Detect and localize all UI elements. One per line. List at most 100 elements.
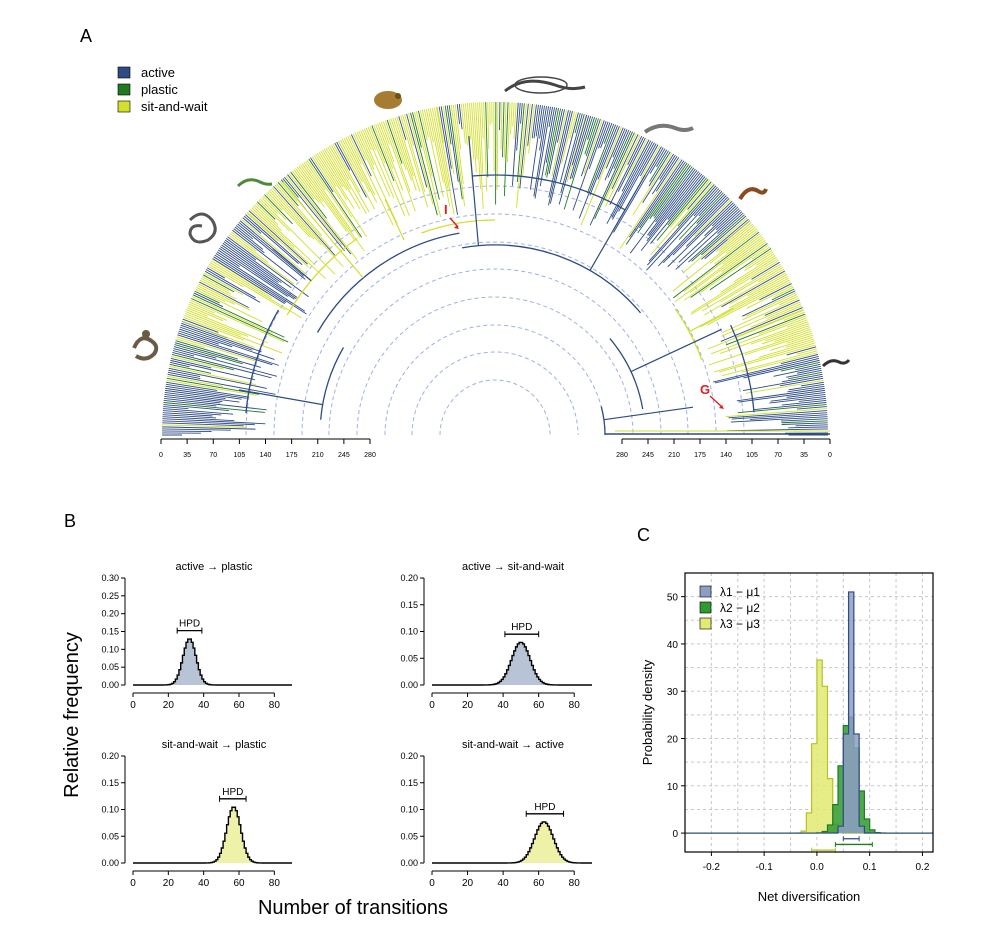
tree-tip-branch	[653, 165, 691, 217]
tree-tip-branch	[603, 123, 613, 144]
tree-tip-branch	[172, 352, 272, 379]
tree-tip-branch	[744, 251, 774, 272]
tree-tip-branch	[360, 130, 391, 197]
tree-tip-branch	[216, 251, 240, 267]
tree-tip-branch	[412, 112, 422, 148]
tree-tip-branch	[609, 136, 644, 205]
tree-tip-branch	[162, 422, 244, 427]
tree-tip-branch	[745, 292, 797, 317]
tree-tip-branch	[400, 115, 429, 208]
tree-tip-branch	[678, 192, 724, 240]
tree-tip-branch	[648, 151, 671, 187]
tree-tip-branch	[655, 157, 680, 192]
tree-tip-branch	[625, 160, 685, 245]
tree-tip-branch	[180, 324, 253, 351]
tree-tip-branch	[375, 123, 394, 169]
tree-tip-branch	[781, 420, 828, 424]
tree-tip-branch	[206, 267, 226, 279]
tree-tip-branch	[303, 162, 353, 232]
tree-tip-branch	[788, 383, 825, 391]
tree-connector	[238, 389, 323, 406]
y-axis-tick-label: 40	[667, 640, 679, 651]
tree-tip-branch	[707, 309, 804, 350]
tree-tip-branch	[527, 104, 533, 146]
tree-tip-branch	[295, 168, 326, 208]
tree-connector	[468, 136, 480, 246]
tree-tip-branch	[386, 119, 403, 164]
tree-tip-branch	[228, 234, 295, 285]
tree-tip-branch	[747, 274, 788, 297]
tree-tip-branch	[271, 187, 344, 268]
iguana-icon	[504, 76, 586, 94]
tree-tip-branch	[773, 286, 794, 298]
tree-tip-branch	[173, 346, 217, 359]
tree-internal-arc	[472, 174, 626, 211]
legend-label-plastic: plastic	[141, 82, 178, 97]
tree-tip-branch	[510, 102, 513, 135]
y-axis-tick-label: 0.20	[101, 751, 119, 761]
tree-tip-branch	[195, 288, 263, 323]
tree-tip-branch	[761, 326, 811, 345]
tree-tip-branch	[336, 141, 367, 198]
tree-tip-branch	[320, 150, 344, 188]
tree-tip-branch	[672, 231, 760, 299]
tree-tip-branch	[713, 342, 816, 373]
x-axis-tick-label: 0.0	[810, 862, 824, 873]
tree-tip-branch	[166, 377, 260, 395]
tree-tip-branch	[165, 387, 242, 400]
tree-tip-branch	[169, 365, 256, 386]
tree-tip-branch	[687, 181, 712, 210]
tree-tip-branch	[708, 330, 812, 366]
tree-tip-branch	[629, 167, 695, 254]
y-axis-tick-label: 0.00	[101, 680, 119, 690]
tree-tip-branch	[163, 398, 267, 411]
axis-tick-label: 210	[668, 452, 680, 459]
tree-tip-branch	[714, 357, 820, 384]
tree-tip-branch	[187, 305, 224, 322]
tree-tip-branch	[306, 159, 361, 238]
x-axis-tick-label: 20	[462, 700, 474, 711]
tree-tip-branch	[785, 338, 815, 348]
chameleon-icon	[374, 91, 402, 109]
tree-tip-branch	[649, 163, 690, 219]
tree-tip-branch	[689, 238, 765, 293]
tree-tip-branch	[713, 355, 819, 383]
tree-tip-branch	[696, 193, 726, 224]
tree-tip-branch	[442, 105, 455, 175]
marker-i-arrowhead	[454, 225, 459, 229]
tree-tip-branch	[607, 129, 630, 178]
y-axis-tick-label: 0.05	[400, 831, 418, 841]
tree-tip-branch	[690, 243, 768, 298]
tree-tip-branch	[500, 102, 503, 150]
tree-internal-arc	[286, 237, 358, 316]
tree-tip-branch	[241, 218, 308, 276]
tree-tip-branch	[642, 153, 675, 203]
tree-tip-branch	[181, 320, 255, 348]
tree-tip-branch	[224, 239, 292, 289]
tree-tip-branch	[338, 140, 353, 167]
y-axis-tick-label: 0.15	[101, 778, 119, 788]
tree-tip-branch	[765, 325, 810, 342]
tree-tip-branch	[646, 172, 701, 242]
tree-tip-branch	[473, 102, 478, 160]
tree-tip-branch	[173, 348, 278, 377]
tree-tip-branch	[273, 186, 336, 256]
tree-tip-branch	[719, 321, 809, 354]
tree-tip-branch	[516, 103, 525, 183]
tree-tip-branch	[589, 131, 633, 226]
tree-tip-branch	[166, 379, 257, 396]
tree-tip-branch	[778, 295, 798, 306]
tree-tip-branch	[170, 359, 256, 381]
y-axis-tick-label: 0.05	[101, 831, 119, 841]
tree-tip-branch	[656, 178, 709, 241]
tree-tip-branch	[725, 408, 827, 418]
marker-g-arrowhead	[719, 405, 724, 409]
tree-tip-branch	[700, 279, 790, 328]
tree-tip-branch	[626, 138, 648, 178]
tree-tip-branch	[770, 336, 814, 351]
tree-tip-branch	[667, 175, 704, 220]
tree-tip-branch	[549, 111, 573, 204]
tree-tip-branch	[706, 281, 791, 326]
tree-tip-branch	[162, 416, 235, 422]
x-axis-tick-label: -0.2	[703, 862, 721, 873]
